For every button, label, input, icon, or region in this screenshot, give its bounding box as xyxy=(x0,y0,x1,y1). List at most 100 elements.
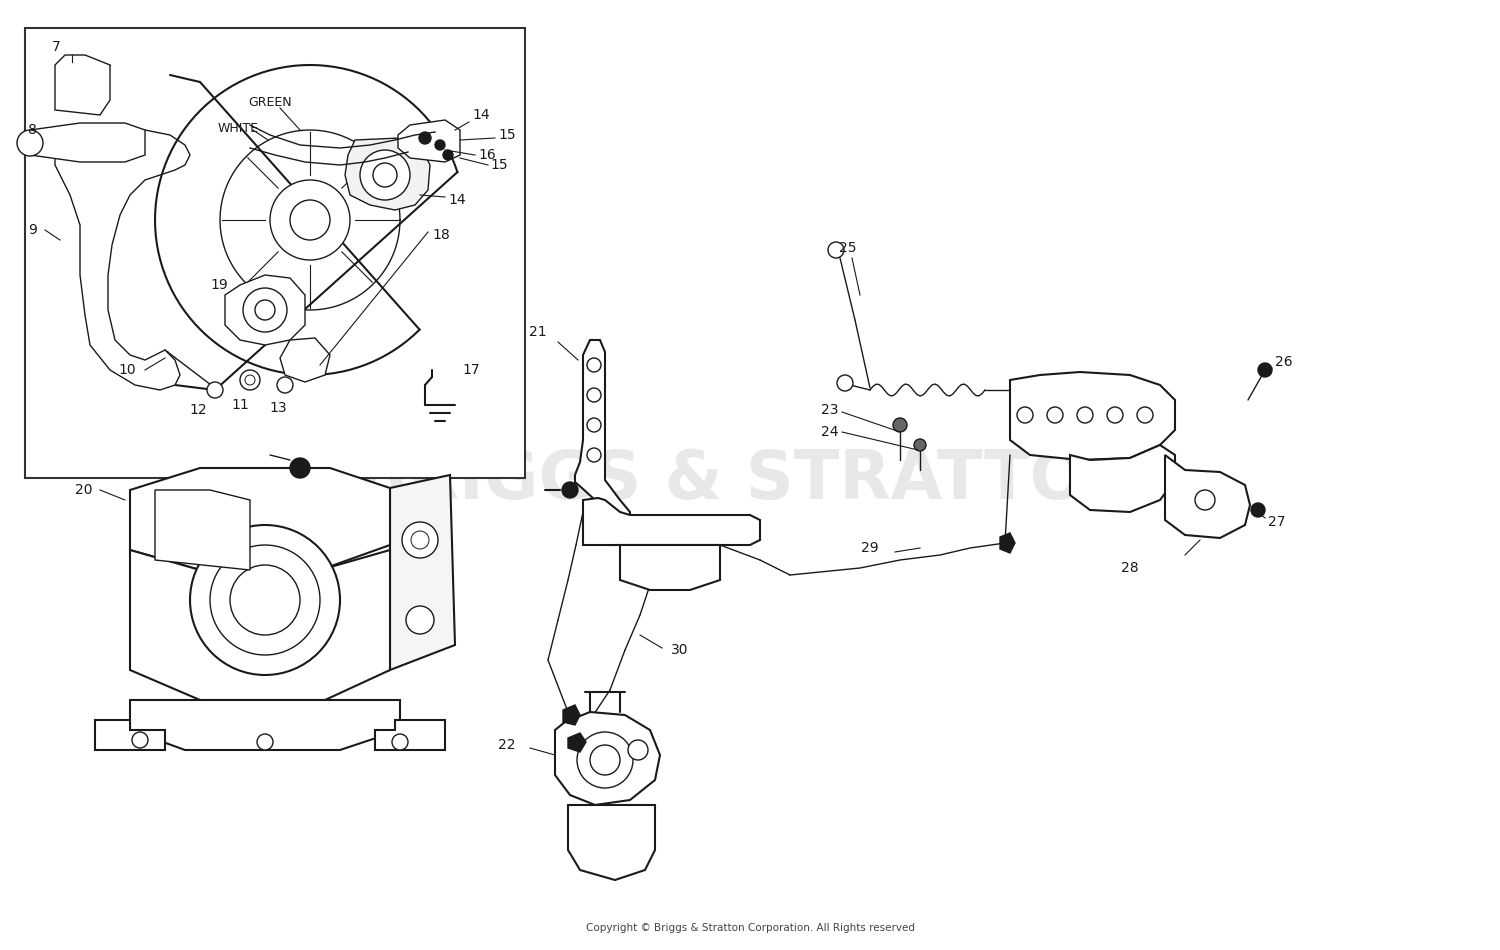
Polygon shape xyxy=(130,700,401,750)
Circle shape xyxy=(244,375,255,385)
Text: 30: 30 xyxy=(672,643,688,657)
Polygon shape xyxy=(574,340,630,545)
Circle shape xyxy=(240,370,260,390)
Polygon shape xyxy=(225,275,304,345)
Circle shape xyxy=(1077,407,1094,423)
Text: 7: 7 xyxy=(53,40,60,54)
Polygon shape xyxy=(620,545,720,590)
Polygon shape xyxy=(555,712,660,805)
Circle shape xyxy=(837,375,854,391)
Text: Copyright © Briggs & Stratton Corporation. All Rights reserved: Copyright © Briggs & Stratton Corporatio… xyxy=(585,923,915,933)
Circle shape xyxy=(1047,407,1064,423)
Text: 12: 12 xyxy=(189,403,207,417)
Circle shape xyxy=(256,734,273,750)
Text: 28: 28 xyxy=(1120,561,1138,575)
Circle shape xyxy=(392,734,408,750)
Circle shape xyxy=(255,300,274,320)
Text: 14: 14 xyxy=(472,108,489,122)
Text: 15: 15 xyxy=(490,158,507,172)
Text: 21: 21 xyxy=(530,325,548,339)
Circle shape xyxy=(1137,407,1154,423)
Text: 10: 10 xyxy=(118,363,135,377)
Polygon shape xyxy=(56,128,190,390)
Polygon shape xyxy=(130,468,390,570)
Circle shape xyxy=(210,545,320,655)
Circle shape xyxy=(374,163,398,187)
Text: 29: 29 xyxy=(861,541,879,555)
Circle shape xyxy=(230,565,300,635)
Circle shape xyxy=(270,180,350,260)
Circle shape xyxy=(828,242,844,258)
Text: 18: 18 xyxy=(432,228,450,242)
Polygon shape xyxy=(375,720,446,750)
Text: 15: 15 xyxy=(498,128,516,142)
Polygon shape xyxy=(30,123,146,162)
Circle shape xyxy=(406,606,433,634)
Circle shape xyxy=(278,377,292,393)
Polygon shape xyxy=(1010,372,1174,460)
Polygon shape xyxy=(562,705,580,725)
Text: 26: 26 xyxy=(1275,355,1293,369)
Circle shape xyxy=(586,388,602,402)
Text: 17: 17 xyxy=(462,363,480,377)
Circle shape xyxy=(1251,503,1264,517)
Circle shape xyxy=(1196,490,1215,510)
Polygon shape xyxy=(584,498,760,545)
Text: 19: 19 xyxy=(210,278,228,292)
Text: 25: 25 xyxy=(840,241,856,255)
Text: 23: 23 xyxy=(821,403,839,417)
Text: GREEN: GREEN xyxy=(248,96,291,108)
Bar xyxy=(26,28,525,478)
Circle shape xyxy=(402,522,438,558)
Polygon shape xyxy=(568,733,586,752)
Circle shape xyxy=(442,150,453,160)
Circle shape xyxy=(411,531,429,549)
Circle shape xyxy=(578,732,633,788)
Circle shape xyxy=(290,200,330,240)
Polygon shape xyxy=(1000,533,1016,553)
Text: 24: 24 xyxy=(821,425,839,439)
Polygon shape xyxy=(398,120,460,162)
Circle shape xyxy=(562,482,578,498)
Text: 27: 27 xyxy=(1268,515,1286,529)
Circle shape xyxy=(16,130,44,156)
Polygon shape xyxy=(94,720,165,750)
Text: 11: 11 xyxy=(231,398,249,412)
Text: 8: 8 xyxy=(28,123,38,137)
Polygon shape xyxy=(1166,455,1250,538)
Text: 20: 20 xyxy=(75,483,93,497)
Circle shape xyxy=(190,525,340,675)
Text: BRIGGS & STRATTON: BRIGGS & STRATTON xyxy=(357,447,1143,513)
Circle shape xyxy=(586,358,602,372)
Circle shape xyxy=(435,140,445,150)
Circle shape xyxy=(132,732,148,748)
Polygon shape xyxy=(280,338,330,382)
Polygon shape xyxy=(154,490,251,570)
Circle shape xyxy=(419,132,430,144)
Text: 13: 13 xyxy=(268,401,286,415)
Polygon shape xyxy=(390,475,454,670)
Circle shape xyxy=(586,418,602,432)
Circle shape xyxy=(360,150,410,200)
Circle shape xyxy=(892,418,908,432)
Circle shape xyxy=(1017,407,1034,423)
Polygon shape xyxy=(56,55,110,115)
Polygon shape xyxy=(130,550,390,700)
Circle shape xyxy=(207,382,224,398)
Polygon shape xyxy=(345,138,430,210)
Text: WHITE: WHITE xyxy=(217,122,259,135)
Circle shape xyxy=(243,288,286,332)
Circle shape xyxy=(290,458,310,478)
Circle shape xyxy=(628,740,648,760)
Circle shape xyxy=(914,439,926,451)
Polygon shape xyxy=(1070,445,1174,512)
Circle shape xyxy=(1107,407,1124,423)
Text: 14: 14 xyxy=(448,193,465,207)
Text: 9: 9 xyxy=(28,223,38,237)
Circle shape xyxy=(590,745,620,775)
Circle shape xyxy=(586,448,602,462)
Text: 16: 16 xyxy=(478,148,495,162)
Text: 22: 22 xyxy=(498,738,516,752)
Polygon shape xyxy=(568,805,656,880)
Circle shape xyxy=(1258,363,1272,377)
